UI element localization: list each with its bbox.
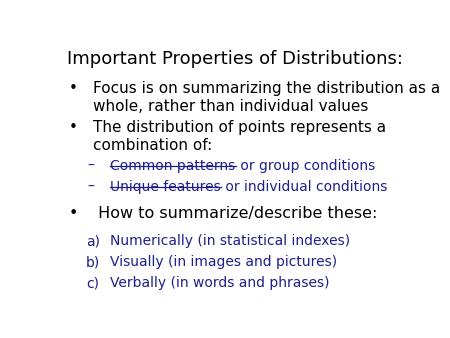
Text: Verbally (in words and phrases): Verbally (in words and phrases) bbox=[110, 276, 330, 290]
Text: Focus is on summarizing the distribution as a
whole, rather than individual valu: Focus is on summarizing the distribution… bbox=[93, 81, 440, 114]
Text: or individual conditions: or individual conditions bbox=[221, 180, 387, 194]
Text: •: • bbox=[68, 81, 77, 96]
Text: Unique features: Unique features bbox=[110, 180, 221, 194]
Text: Important Properties of Distributions:: Important Properties of Distributions: bbox=[67, 50, 403, 68]
Text: b): b) bbox=[86, 255, 100, 269]
Text: –: – bbox=[88, 159, 94, 173]
Text: Common patterns: Common patterns bbox=[110, 159, 235, 173]
Text: c): c) bbox=[86, 276, 99, 290]
Text: –: – bbox=[88, 180, 94, 194]
Text: The distribution of points represents a
combination of:: The distribution of points represents a … bbox=[93, 120, 386, 153]
Text: Numerically (in statistical indexes): Numerically (in statistical indexes) bbox=[110, 235, 351, 248]
Text: a): a) bbox=[86, 235, 100, 248]
Text: Visually (in images and pictures): Visually (in images and pictures) bbox=[110, 255, 338, 269]
Text: •: • bbox=[68, 206, 78, 221]
Text: •: • bbox=[68, 120, 77, 135]
Text: or group conditions: or group conditions bbox=[235, 159, 375, 173]
Text: How to summarize/describe these:: How to summarize/describe these: bbox=[93, 206, 377, 221]
